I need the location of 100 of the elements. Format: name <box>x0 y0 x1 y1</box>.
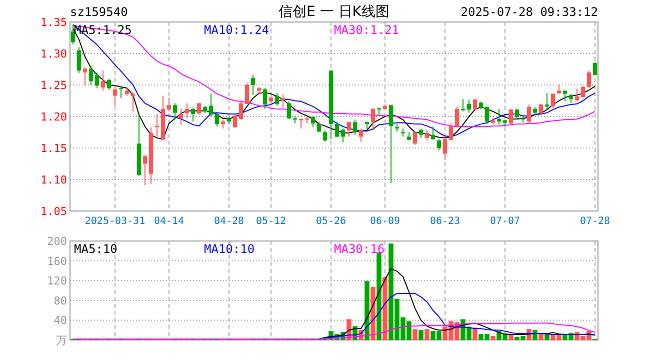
candlestick <box>280 94 286 108</box>
y-tick-label: 200 <box>47 235 67 248</box>
x-tick-label: 07-28 <box>580 216 610 227</box>
x-tick-label: 2025-03-31 <box>84 216 146 227</box>
y-tick-label: 1.25 <box>40 79 67 92</box>
chart-title: 信创E 一 日K线图 <box>278 4 390 20</box>
y-tick-label: 80 <box>54 294 67 308</box>
candlestick <box>466 98 472 114</box>
candlestick <box>316 121 322 133</box>
x-tick-label: 06-23 <box>430 216 460 227</box>
candlestick <box>412 132 418 146</box>
bar <box>472 328 478 340</box>
candlestick <box>514 108 520 120</box>
text: MA5:10 <box>74 242 118 256</box>
candlestick <box>250 74 256 96</box>
y-tick-label: 160 <box>47 254 67 268</box>
line-series <box>318 292 596 340</box>
candlestick <box>268 94 274 106</box>
bar <box>376 252 382 340</box>
candlestick <box>184 102 190 119</box>
bar <box>532 330 538 340</box>
y-tick-label: 1.15 <box>40 142 67 155</box>
bar <box>424 329 430 340</box>
candlestick <box>118 86 124 99</box>
candlestick <box>88 66 94 86</box>
candlestick <box>142 154 148 186</box>
candlestick <box>436 138 442 150</box>
x-tick-label: 07-07 <box>490 216 520 227</box>
candlestick <box>442 138 448 160</box>
candlestick <box>562 90 568 102</box>
y-tick-label: 40 <box>54 314 67 328</box>
candlestick <box>340 128 346 143</box>
candlestick <box>70 24 76 45</box>
candlestick <box>484 106 490 125</box>
line-series <box>72 322 596 340</box>
text: MA30:1.21 <box>334 23 400 37</box>
candlestick <box>166 97 172 112</box>
candlestick <box>358 128 364 142</box>
x-tick-label: 05-26 <box>316 216 346 227</box>
candlestick <box>448 122 454 141</box>
candlestick <box>370 108 376 130</box>
bar <box>508 335 514 340</box>
candlestick <box>544 92 550 110</box>
candlestick <box>352 119 358 136</box>
candlestick <box>286 100 292 120</box>
candlestick <box>472 98 478 112</box>
x-tick-label: 04-14 <box>154 216 184 227</box>
candlestick <box>82 66 88 86</box>
candlestick <box>238 102 244 120</box>
candlestick <box>454 106 460 128</box>
x-tick-label: 05-12 <box>256 216 286 227</box>
bar <box>364 281 370 340</box>
candlestick <box>232 114 238 128</box>
candlestick <box>190 108 196 122</box>
text: MA10:10 <box>204 242 255 256</box>
text: 2025-07-28 09:33:12 <box>460 5 598 19</box>
text: MA30:16 <box>334 242 385 256</box>
line-series <box>318 268 596 340</box>
bar <box>382 277 388 340</box>
candlestick <box>334 121 340 138</box>
candlestick <box>154 113 160 138</box>
bar <box>418 330 424 340</box>
candlestick <box>172 102 178 120</box>
candlestick <box>322 130 328 142</box>
y-tick-label: 120 <box>47 274 67 288</box>
y-tick-label: 1.05 <box>40 205 67 218</box>
text: MA10:1.24 <box>204 23 270 37</box>
y-tick-label: 1.30 <box>40 48 67 60</box>
candlestick <box>130 92 136 112</box>
candlestick <box>592 62 598 76</box>
candlestick <box>388 104 394 184</box>
candlestick <box>556 84 562 95</box>
y-tick-label: 1.20 <box>40 110 67 124</box>
y-tick-label: 1.35 <box>40 16 67 29</box>
y-tick-label: 万 <box>56 334 67 347</box>
candlestick <box>526 104 532 124</box>
candlestick <box>568 93 574 104</box>
candlestick <box>244 82 250 104</box>
bar <box>490 336 496 340</box>
candlestick <box>550 92 556 109</box>
candlestick <box>508 108 514 125</box>
candlestick <box>424 129 430 140</box>
candlestick <box>586 70 592 89</box>
y-tick-label: 1.10 <box>40 174 67 186</box>
candlestick <box>94 72 100 89</box>
x-tick-label: 04-28 <box>214 216 244 227</box>
candlestick <box>580 86 586 99</box>
candlestick <box>298 118 304 129</box>
candlestick <box>346 121 352 138</box>
text: sz159540 <box>70 5 128 19</box>
candlestick <box>100 70 106 92</box>
candlestick <box>274 92 280 106</box>
x-tick-label: 06-09 <box>370 216 400 227</box>
candlestick <box>496 108 502 126</box>
candlestick <box>262 88 268 110</box>
candlestick <box>112 85 118 106</box>
candlestick <box>76 46 82 74</box>
candlestick <box>208 93 214 117</box>
candlestick <box>106 78 112 91</box>
bar <box>412 329 418 340</box>
